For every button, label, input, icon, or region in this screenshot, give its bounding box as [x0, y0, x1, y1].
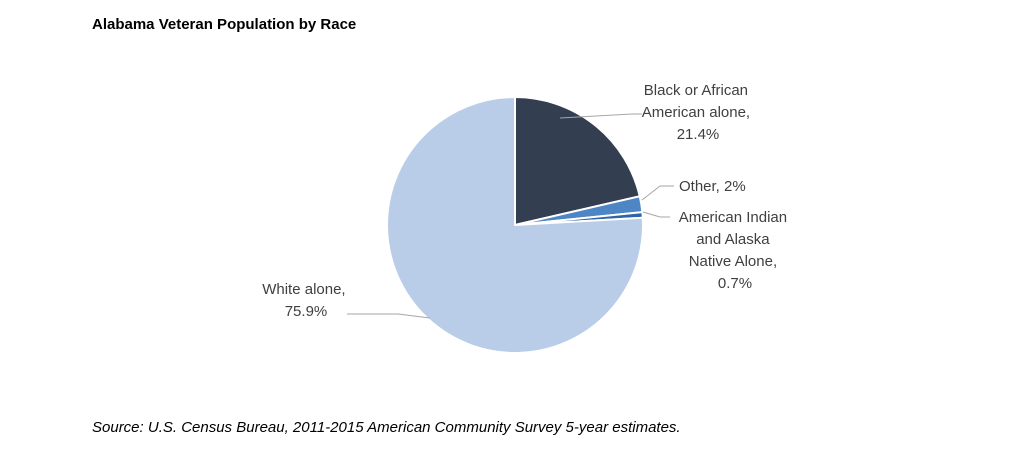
pie-slices	[386, 96, 644, 354]
label-aian: American Indian and Alaska Native Alone,…	[679, 209, 792, 292]
label-white-line-1: White alone,	[262, 281, 345, 298]
label-other-line-1: Other, 2%	[679, 178, 746, 195]
leader-line-black	[559, 113, 642, 119]
chart-title: Alabama Veteran Population by Race	[92, 16, 357, 33]
label-black: Black or African American alone, 21.4%	[642, 82, 755, 143]
leader-line-white	[347, 313, 431, 319]
label-aian-line-1: American Indian	[679, 209, 787, 226]
label-aian-line-2: and Alaska	[696, 231, 770, 248]
leader-lines	[347, 113, 674, 319]
label-white: White alone, 75.9%	[262, 281, 350, 320]
label-white-line-2: 75.9%	[285, 303, 328, 320]
label-other: Other, 2%	[679, 178, 746, 195]
leader-line-aian	[642, 211, 670, 218]
label-black-line-1: Black or African	[644, 82, 748, 99]
label-aian-line-4: 0.7%	[718, 275, 752, 292]
source-note: Source: U.S. Census Bureau, 2011-2015 Am…	[92, 419, 681, 436]
data-labels: Black or African American alone, 21.4% O…	[262, 82, 792, 320]
leader-line-other	[641, 185, 674, 201]
label-black-line-3: 21.4%	[677, 126, 720, 143]
slice-black[interactable]	[514, 96, 641, 226]
label-black-line-2: American alone,	[642, 104, 750, 121]
label-aian-line-3: Native Alone,	[689, 253, 777, 270]
